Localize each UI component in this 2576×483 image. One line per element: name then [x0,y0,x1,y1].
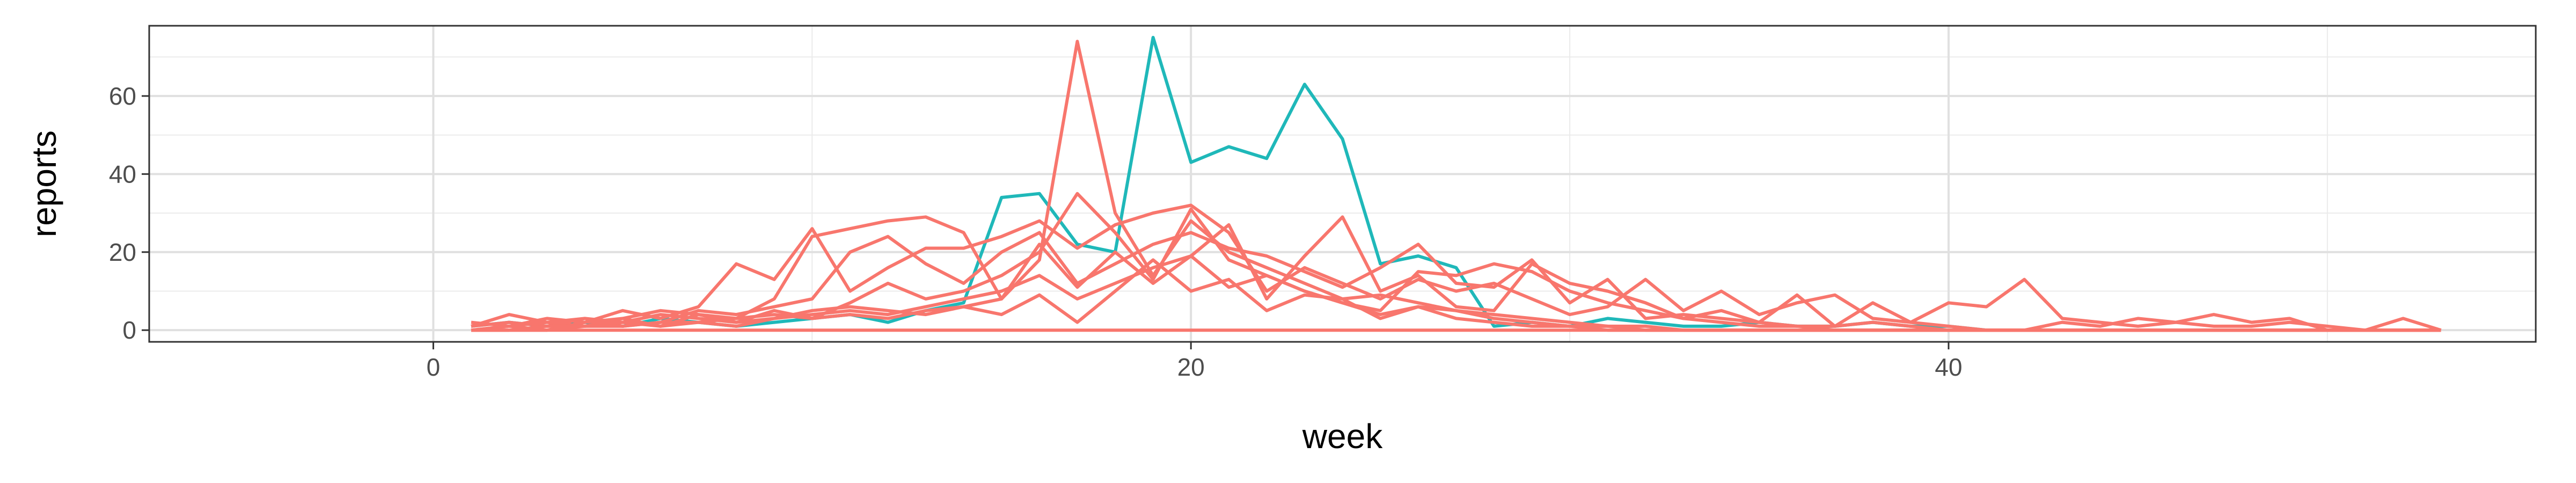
y-tick-label: 0 [122,316,136,344]
x-tick-label: 40 [1935,353,1962,381]
tick-labels: 0 20 40 0 20 40 60 [109,82,1963,381]
y-tick-label: 40 [109,160,136,188]
y-tick-label: 60 [109,82,136,110]
axis-ticks [142,95,1950,349]
series-line-5 [471,231,2442,332]
x-axis-title: week [1302,417,1383,456]
y-axis-title: reports [25,130,63,237]
plot-border [148,25,2537,343]
series-lines [471,35,2442,332]
y-tick-label: 20 [109,238,136,266]
plot-panel [149,26,2536,342]
minor-grid [149,26,2536,342]
x-tick-label: 0 [427,353,441,381]
x-tick-label: 20 [1177,353,1205,381]
